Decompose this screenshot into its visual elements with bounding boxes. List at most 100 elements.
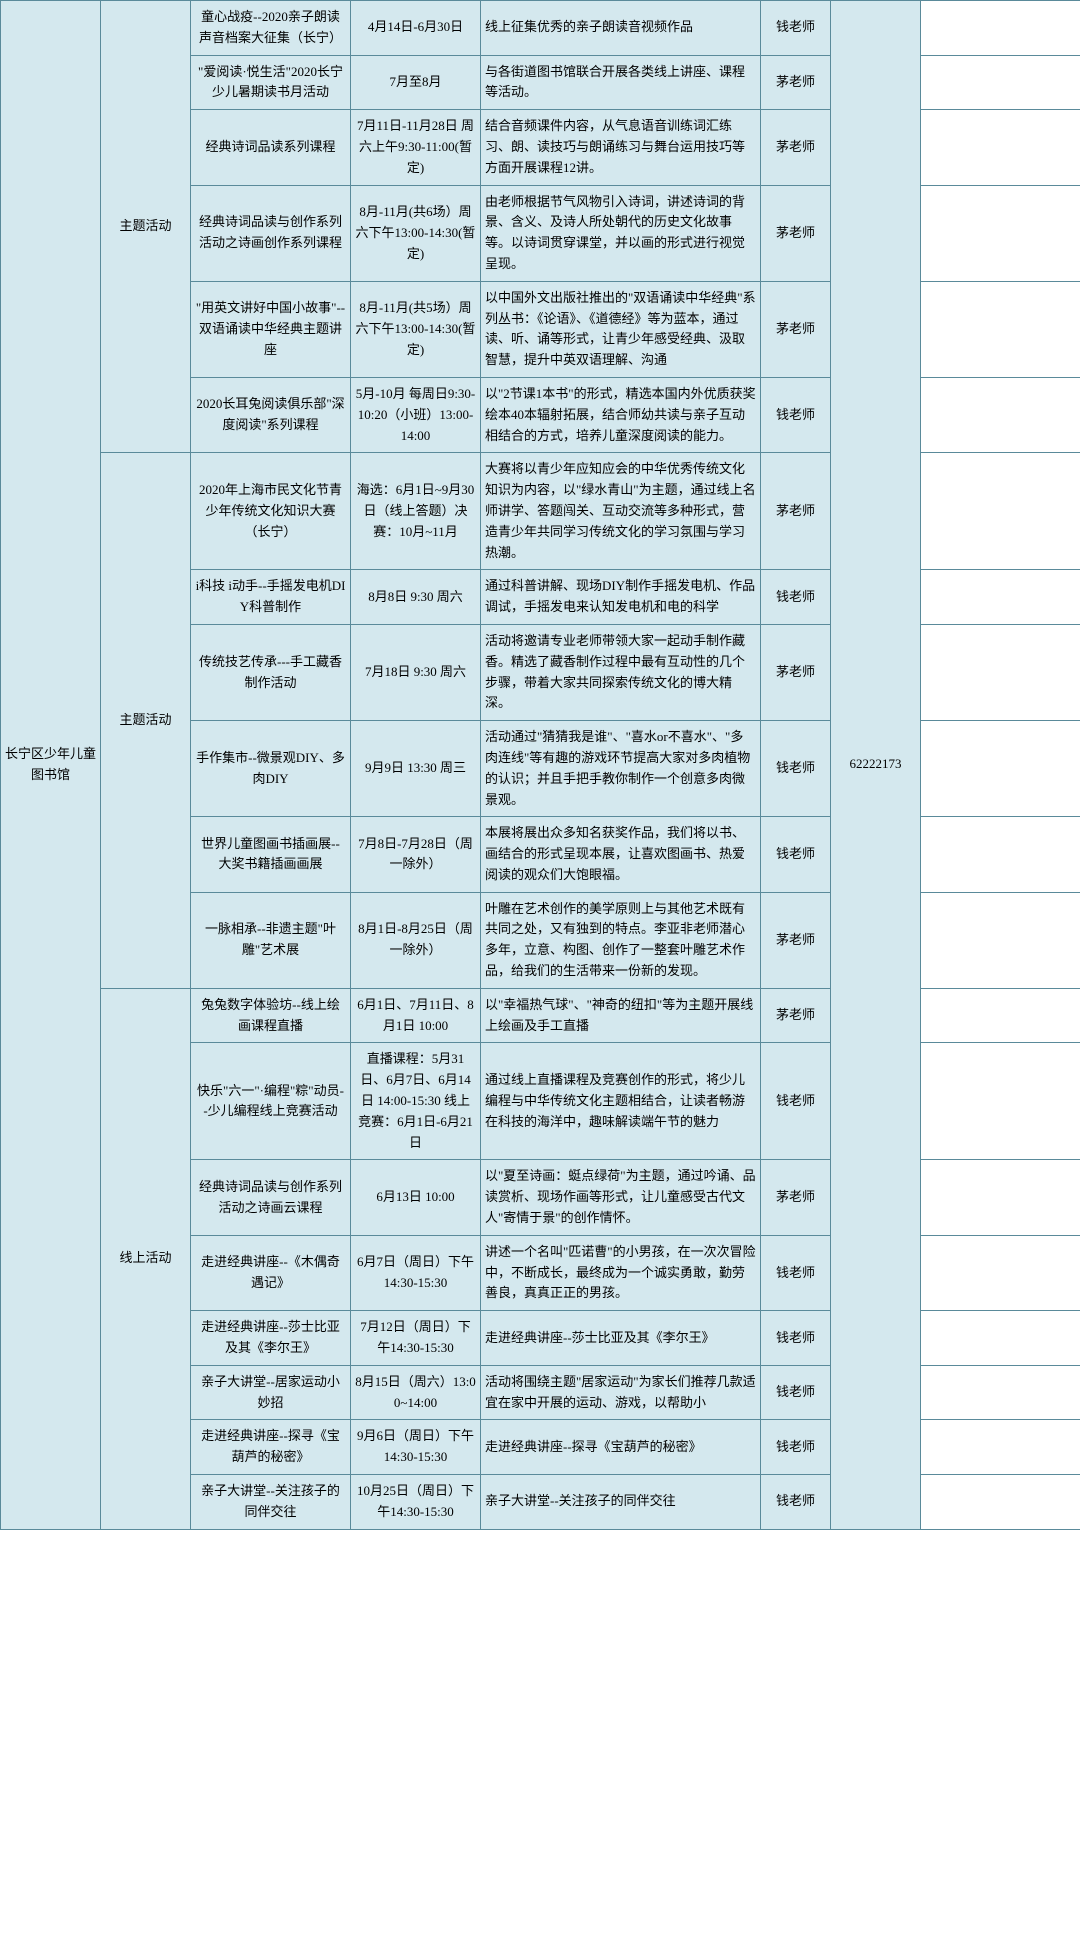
event-desc: 以"夏至诗画：蜓点绿荷"为主题，通过吟诵、品读赏析、现场作画等形式，让儿童感受古… bbox=[481, 1160, 761, 1235]
event-title: i科技 i动手--手摇发电机DIY科普制作 bbox=[191, 570, 351, 625]
event-title: 2020年上海市民文化节青少年传统文化知识大赛（长宁） bbox=[191, 453, 351, 570]
event-time: 8月-11月(共6场）周六下午13:00-14:30(暂定) bbox=[351, 185, 481, 281]
blank-cell bbox=[921, 570, 1080, 625]
blank-cell bbox=[921, 1235, 1080, 1310]
blank-cell bbox=[921, 892, 1080, 988]
event-time: 9月9日 13:30 周三 bbox=[351, 721, 481, 817]
blank-cell bbox=[921, 1160, 1080, 1235]
event-desc: 活动将围绕主题"居家运动"为家长们推荐几款适宜在家中开展的运动、游戏，以帮助小 bbox=[481, 1365, 761, 1420]
blank-cell bbox=[921, 1, 1080, 56]
category-cell: 主题活动 bbox=[101, 453, 191, 989]
event-teacher: 钱老师 bbox=[761, 1475, 831, 1530]
event-desc: 线上征集优秀的亲子朗读音视频作品 bbox=[481, 1, 761, 56]
event-teacher: 茅老师 bbox=[761, 110, 831, 185]
event-time: 10月25日（周日）下午14:30-15:30 bbox=[351, 1475, 481, 1530]
event-teacher: 钱老师 bbox=[761, 817, 831, 892]
event-title: 亲子大讲堂--居家运动小妙招 bbox=[191, 1365, 351, 1420]
event-teacher: 茅老师 bbox=[761, 55, 831, 110]
blank-cell bbox=[921, 55, 1080, 110]
event-title: 传统技艺传承---手工藏香制作活动 bbox=[191, 624, 351, 720]
event-title: "用英文讲好中国小故事"--双语诵读中华经典主题讲座 bbox=[191, 281, 351, 377]
event-desc: 结合音频课件内容，从气息语音训练词汇练习、朗、读技巧与朗诵练习与舞台运用技巧等方… bbox=[481, 110, 761, 185]
event-title: 快乐"六一"·编程"粽"动员--少儿编程线上竞赛活动 bbox=[191, 1043, 351, 1160]
blank-cell bbox=[921, 377, 1080, 452]
event-title: 走进经典讲座--探寻《宝葫芦的秘密》 bbox=[191, 1420, 351, 1475]
event-teacher: 钱老师 bbox=[761, 570, 831, 625]
category-cell: 主题活动 bbox=[101, 1, 191, 453]
blank-cell bbox=[921, 110, 1080, 185]
event-teacher: 钱老师 bbox=[761, 721, 831, 817]
event-time: 直播课程：5月31日、6月7日、6月14日 14:00-15:30 线上竞赛：6… bbox=[351, 1043, 481, 1160]
event-time: 7月18日 9:30 周六 bbox=[351, 624, 481, 720]
event-title: 经典诗词品读与创作系列活动之诗画创作系列课程 bbox=[191, 185, 351, 281]
event-title: 一脉相承--非遗主题"叶雕"艺术展 bbox=[191, 892, 351, 988]
event-time: 6月7日（周日）下午14:30-15:30 bbox=[351, 1235, 481, 1310]
event-time: 8月-11月(共5场）周六下午13:00-14:30(暂定) bbox=[351, 281, 481, 377]
event-title: 经典诗词品读与创作系列活动之诗画云课程 bbox=[191, 1160, 351, 1235]
event-time: 7月12日（周日）下午14:30-15:30 bbox=[351, 1311, 481, 1366]
event-time: 4月14日-6月30日 bbox=[351, 1, 481, 56]
category-cell: 线上活动 bbox=[101, 988, 191, 1529]
event-desc: 以中国外文出版社推出的"双语诵读中华经典"系列丛书：《论语》、《道德经》等为蓝本… bbox=[481, 281, 761, 377]
event-title: 世界儿童图画书插画展--大奖书籍插画画展 bbox=[191, 817, 351, 892]
event-title: 经典诗词品读系列课程 bbox=[191, 110, 351, 185]
event-desc: 以"2节课1本书"的形式，精选本国内外优质获奖绘本40本辐射拓展，结合师幼共读与… bbox=[481, 377, 761, 452]
event-desc: 活动将邀请专业老师带领大家一起动手制作藏香。精选了藏香制作过程中最有互动性的几个… bbox=[481, 624, 761, 720]
event-time: 海选：6月1日~9月30日（线上答题）决赛：10月~11月 bbox=[351, 453, 481, 570]
event-teacher: 茅老师 bbox=[761, 185, 831, 281]
event-time: 5月-10月 每周日9:30-10:20（小班）13:00-14:00 bbox=[351, 377, 481, 452]
event-teacher: 茅老师 bbox=[761, 892, 831, 988]
event-teacher: 钱老师 bbox=[761, 377, 831, 452]
event-title: 亲子大讲堂--关注孩子的同伴交往 bbox=[191, 1475, 351, 1530]
blank-cell bbox=[921, 1311, 1080, 1366]
blank-cell bbox=[921, 281, 1080, 377]
event-title: 童心战疫--2020亲子朗读声音档案大征集（长宁） bbox=[191, 1, 351, 56]
event-title: 走进经典讲座--《木偶奇遇记》 bbox=[191, 1235, 351, 1310]
blank-cell bbox=[921, 1420, 1080, 1475]
event-teacher: 钱老师 bbox=[761, 1420, 831, 1475]
event-teacher: 钱老师 bbox=[761, 1043, 831, 1160]
event-title: 走进经典讲座--莎士比亚及其《李尔王》 bbox=[191, 1311, 351, 1366]
event-desc: 由老师根据节气风物引入诗词，讲述诗词的背景、含义、及诗人所处朝代的历史文化故事等… bbox=[481, 185, 761, 281]
event-teacher: 茅老师 bbox=[761, 281, 831, 377]
event-time: 7月11日-11月28日 周六上午9:30-11:00(暂定) bbox=[351, 110, 481, 185]
event-time: 6月1日、7月11日、8月1日 10:00 bbox=[351, 988, 481, 1043]
event-desc: 以"幸福热气球"、"神奇的纽扣"等为主题开展线上绘画及手工直播 bbox=[481, 988, 761, 1043]
event-desc: 与各街道图书馆联合开展各类线上讲座、课程等活动。 bbox=[481, 55, 761, 110]
event-time: 8月1日-8月25日（周一除外） bbox=[351, 892, 481, 988]
event-title: "爱阅读·悦生活"2020长宁少儿暑期读书月活动 bbox=[191, 55, 351, 110]
event-title: 手作集市--微景观DIY、多肉DIY bbox=[191, 721, 351, 817]
event-desc: 本展将展出众多知名获奖作品，我们将以书、画结合的形式呈现本展，让喜欢图画书、热爱… bbox=[481, 817, 761, 892]
event-desc: 讲述一个名叫"匹诺曹"的小男孩，在一次次冒险中，不断成长，最终成为一个诚实勇敢，… bbox=[481, 1235, 761, 1310]
blank-cell bbox=[921, 988, 1080, 1043]
event-time: 7月8日-7月28日（周一除外） bbox=[351, 817, 481, 892]
event-desc: 通过线上直播课程及竞赛创作的形式，将少儿编程与中华传统文化主题相结合，让读者畅游… bbox=[481, 1043, 761, 1160]
event-title: 兔兔数字体验坊--线上绘画课程直播 bbox=[191, 988, 351, 1043]
blank-cell bbox=[921, 817, 1080, 892]
event-time: 8月15日（周六）13:00~14:00 bbox=[351, 1365, 481, 1420]
blank-cell bbox=[921, 453, 1080, 570]
library-name: 长宁区少年儿童图书馆 bbox=[1, 1, 101, 1530]
event-teacher: 茅老师 bbox=[761, 624, 831, 720]
event-time: 6月13日 10:00 bbox=[351, 1160, 481, 1235]
event-desc: 走进经典讲座--莎士比亚及其《李尔王》 bbox=[481, 1311, 761, 1366]
blank-cell bbox=[921, 1365, 1080, 1420]
event-teacher: 钱老师 bbox=[761, 1235, 831, 1310]
event-teacher: 钱老师 bbox=[761, 1365, 831, 1420]
blank-cell bbox=[921, 185, 1080, 281]
event-time: 7月至8月 bbox=[351, 55, 481, 110]
phone-cell: 62222173 bbox=[831, 1, 921, 1530]
blank-cell bbox=[921, 1043, 1080, 1160]
event-time: 9月6日（周日）下午14:30-15:30 bbox=[351, 1420, 481, 1475]
blank-cell bbox=[921, 721, 1080, 817]
blank-cell bbox=[921, 624, 1080, 720]
event-title: 2020长耳兔阅读俱乐部"深度阅读"系列课程 bbox=[191, 377, 351, 452]
event-desc: 叶雕在艺术创作的美学原则上与其他艺术既有共同之处，又有独到的特点。李亚非老师潜心… bbox=[481, 892, 761, 988]
event-desc: 亲子大讲堂--关注孩子的同伴交往 bbox=[481, 1475, 761, 1530]
schedule-table: 长宁区少年儿童图书馆主题活动童心战疫--2020亲子朗读声音档案大征集（长宁）4… bbox=[0, 0, 1080, 1530]
event-desc: 通过科普讲解、现场DIY制作手摇发电机、作品调试，手摇发电来认知发电机和电的科学 bbox=[481, 570, 761, 625]
event-teacher: 钱老师 bbox=[761, 1311, 831, 1366]
event-teacher: 茅老师 bbox=[761, 988, 831, 1043]
blank-cell bbox=[921, 1475, 1080, 1530]
event-teacher: 钱老师 bbox=[761, 1, 831, 56]
